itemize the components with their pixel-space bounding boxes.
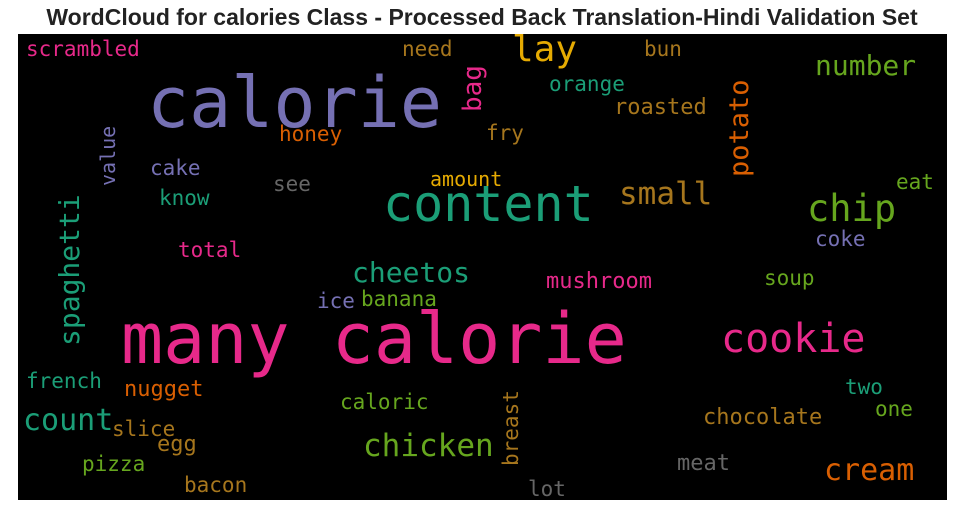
word-bacon: bacon	[184, 473, 248, 497]
word-egg: egg	[157, 432, 197, 457]
word-many-calorie: many calorie	[121, 298, 627, 380]
word-coke: coke	[815, 227, 866, 251]
word-cheetos: cheetos	[352, 256, 471, 289]
word-bun: bun	[644, 37, 682, 61]
word-know: know	[159, 186, 210, 210]
word-nugget: nugget	[124, 377, 204, 402]
word-see: see	[273, 172, 311, 196]
word-content: content	[383, 175, 594, 233]
word-ice: ice	[317, 289, 355, 313]
word-banana: banana	[361, 287, 437, 311]
word-number: number	[815, 49, 917, 82]
word-breast: breast	[499, 390, 523, 466]
word-cake: cake	[150, 156, 201, 180]
word-pizza: pizza	[82, 452, 146, 476]
word-slice: slice	[112, 417, 176, 441]
word-eat: eat	[896, 170, 934, 194]
word-scrambled: scrambled	[26, 37, 140, 61]
word-count: count	[23, 403, 114, 438]
word-total: total	[178, 238, 242, 262]
word-soup: soup	[764, 266, 815, 290]
word-caloric: caloric	[340, 390, 429, 414]
word-chocolate: chocolate	[703, 405, 823, 430]
word-small: small	[619, 176, 713, 212]
word-chip: chip	[807, 187, 897, 230]
word-roasted: roasted	[614, 95, 707, 120]
word-french: french	[26, 369, 102, 393]
word-spaghetti: spaghetti	[53, 194, 86, 346]
word-potato: potato	[724, 79, 755, 177]
word-calorie: calorie	[147, 62, 443, 144]
word-honey: honey	[279, 122, 343, 146]
chart-title: WordCloud for calories Class - Processed…	[46, 4, 918, 30]
word-orange: orange	[549, 72, 625, 96]
word-two: two	[845, 375, 883, 399]
word-mushroom: mushroom	[546, 269, 652, 294]
word-lot: lot	[528, 477, 566, 500]
word-meat: meat	[677, 451, 730, 476]
word-cream: cream	[824, 453, 915, 488]
word-one: one	[875, 397, 913, 421]
word-value: value	[96, 125, 120, 186]
word-fry: fry	[486, 121, 524, 145]
word-amount: amount	[430, 167, 503, 191]
word-bag: bag	[458, 65, 488, 112]
word-chicken: chicken	[363, 428, 494, 464]
word-cookie: cookie	[721, 316, 866, 362]
word-lay: lay	[512, 34, 578, 70]
wordcloud-canvas: scrambled calorie need lay bag bun orange numbe…	[18, 34, 947, 500]
word-need: need	[402, 37, 453, 61]
